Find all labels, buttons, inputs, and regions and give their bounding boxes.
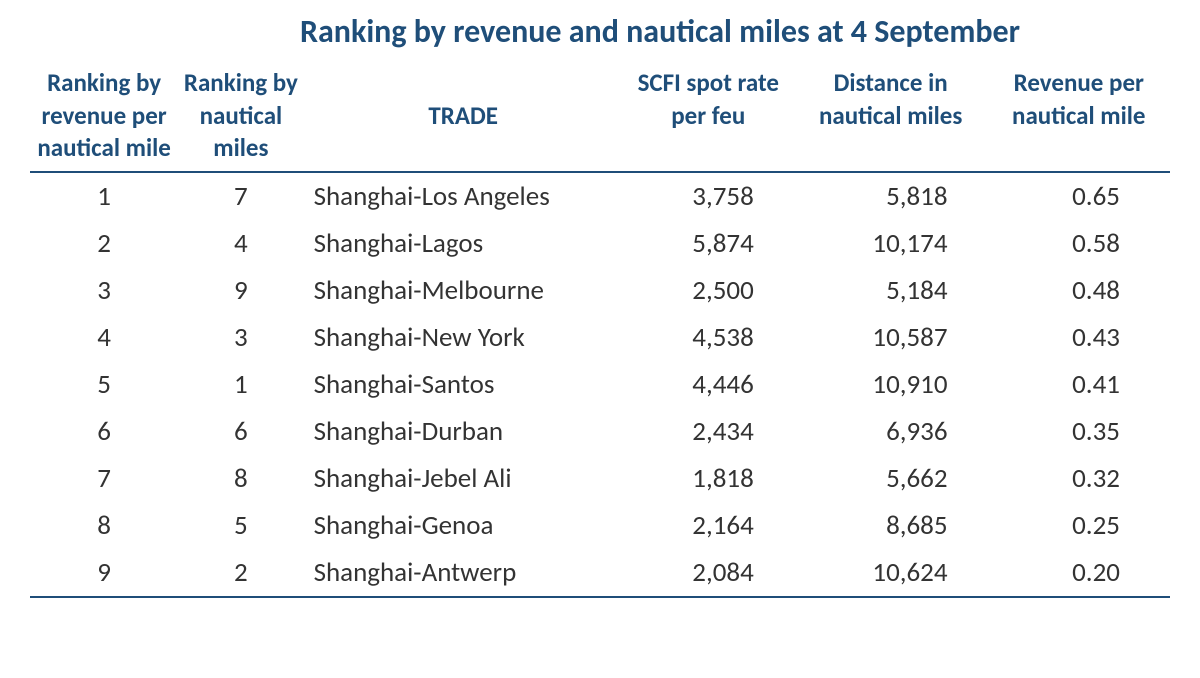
cell-revenue: 0.43 — [988, 314, 1170, 361]
table-header-row: Ranking by revenue per nautical mile Ran… — [30, 61, 1170, 172]
cell-distance: 6,936 — [794, 408, 988, 455]
cell-trade: Shanghai-New York — [304, 314, 623, 361]
page-title: Ranking by revenue and nautical miles at… — [150, 12, 1170, 51]
cell-scfi: 2,434 — [623, 408, 794, 455]
cell-rank-miles: 4 — [178, 220, 303, 267]
cell-rank-revenue: 5 — [30, 361, 178, 408]
cell-trade: Shanghai-Los Angeles — [304, 172, 623, 220]
cell-distance: 10,624 — [794, 549, 988, 597]
cell-trade: Shanghai-Melbourne — [304, 267, 623, 314]
cell-rank-revenue: 8 — [30, 502, 178, 549]
table-body: 17Shanghai-Los Angeles3,7585,8180.6524Sh… — [30, 172, 1170, 597]
cell-revenue: 0.58 — [988, 220, 1170, 267]
cell-scfi: 5,874 — [623, 220, 794, 267]
cell-scfi: 3,758 — [623, 172, 794, 220]
cell-scfi: 1,818 — [623, 455, 794, 502]
cell-trade: Shanghai-Genoa — [304, 502, 623, 549]
table-row: 39Shanghai-Melbourne2,5005,1840.48 — [30, 267, 1170, 314]
cell-trade: Shanghai-Lagos — [304, 220, 623, 267]
cell-rank-revenue: 9 — [30, 549, 178, 597]
cell-trade: Shanghai-Santos — [304, 361, 623, 408]
table-row: 43Shanghai-New York4,53810,5870.43 — [30, 314, 1170, 361]
table-container: Ranking by revenue per nautical mile Ran… — [30, 61, 1170, 598]
cell-trade: Shanghai-Durban — [304, 408, 623, 455]
table-row: 17Shanghai-Los Angeles3,7585,8180.65 — [30, 172, 1170, 220]
ranking-table: Ranking by revenue per nautical mile Ran… — [30, 61, 1170, 598]
header-distance: Distance in nautical miles — [794, 61, 988, 172]
cell-scfi: 4,446 — [623, 361, 794, 408]
cell-distance: 10,174 — [794, 220, 988, 267]
cell-revenue: 0.41 — [988, 361, 1170, 408]
cell-rank-miles: 9 — [178, 267, 303, 314]
cell-revenue: 0.25 — [988, 502, 1170, 549]
cell-distance: 5,184 — [794, 267, 988, 314]
cell-scfi: 2,500 — [623, 267, 794, 314]
header-rank-miles: Ranking by nautical miles — [178, 61, 303, 172]
cell-rank-miles: 3 — [178, 314, 303, 361]
cell-rank-revenue: 1 — [30, 172, 178, 220]
table-row: 66Shanghai-Durban2,4346,9360.35 — [30, 408, 1170, 455]
cell-rank-miles: 6 — [178, 408, 303, 455]
cell-distance: 8,685 — [794, 502, 988, 549]
cell-rank-miles: 7 — [178, 172, 303, 220]
cell-rank-miles: 8 — [178, 455, 303, 502]
cell-rank-revenue: 2 — [30, 220, 178, 267]
cell-distance: 10,910 — [794, 361, 988, 408]
cell-scfi: 4,538 — [623, 314, 794, 361]
cell-revenue: 0.48 — [988, 267, 1170, 314]
header-rank-revenue: Ranking by revenue per nautical mile — [30, 61, 178, 172]
cell-scfi: 2,164 — [623, 502, 794, 549]
cell-rank-revenue: 4 — [30, 314, 178, 361]
cell-distance: 5,662 — [794, 455, 988, 502]
cell-rank-revenue: 3 — [30, 267, 178, 314]
cell-revenue: 0.20 — [988, 549, 1170, 597]
header-trade: TRADE — [304, 61, 623, 172]
header-scfi: SCFI spot rate per feu — [623, 61, 794, 172]
cell-scfi: 2,084 — [623, 549, 794, 597]
table-row: 85Shanghai-Genoa2,1648,6850.25 — [30, 502, 1170, 549]
cell-revenue: 0.35 — [988, 408, 1170, 455]
cell-revenue: 0.65 — [988, 172, 1170, 220]
cell-distance: 5,818 — [794, 172, 988, 220]
cell-rank-miles: 2 — [178, 549, 303, 597]
cell-rank-miles: 1 — [178, 361, 303, 408]
table-row: 92Shanghai-Antwerp2,08410,6240.20 — [30, 549, 1170, 597]
cell-rank-revenue: 7 — [30, 455, 178, 502]
table-row: 51Shanghai-Santos4,44610,9100.41 — [30, 361, 1170, 408]
table-row: 78Shanghai-Jebel Ali1,8185,6620.32 — [30, 455, 1170, 502]
table-row: 24Shanghai-Lagos5,87410,1740.58 — [30, 220, 1170, 267]
cell-rank-miles: 5 — [178, 502, 303, 549]
cell-trade: Shanghai-Antwerp — [304, 549, 623, 597]
cell-trade: Shanghai-Jebel Ali — [304, 455, 623, 502]
cell-rank-revenue: 6 — [30, 408, 178, 455]
cell-revenue: 0.32 — [988, 455, 1170, 502]
cell-distance: 10,587 — [794, 314, 988, 361]
header-revenue: Revenue per nautical mile — [988, 61, 1170, 172]
